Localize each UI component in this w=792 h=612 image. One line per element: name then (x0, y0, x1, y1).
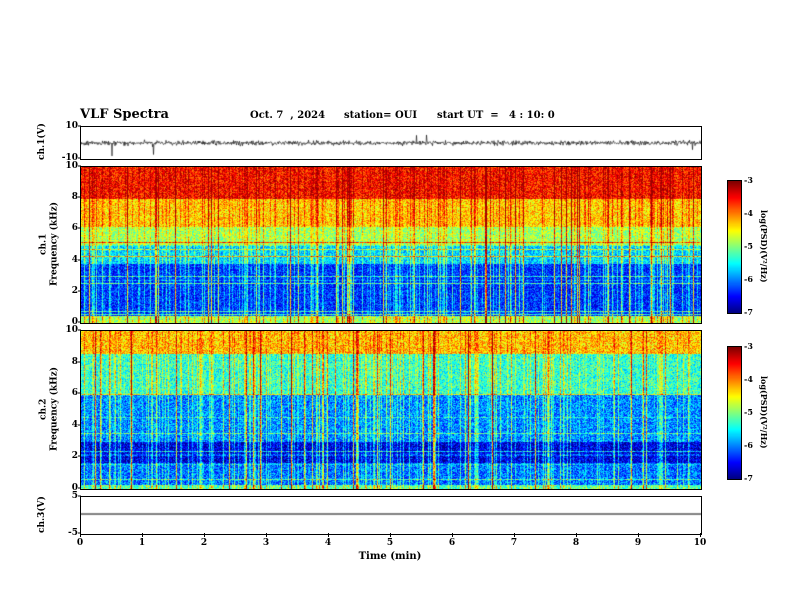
tick-label: -7 (744, 473, 753, 483)
tick-mark (78, 227, 81, 229)
tick-label: 0 (71, 483, 78, 493)
tick-label: -7 (744, 307, 753, 317)
ch1-colorbar (727, 180, 742, 314)
ch3-voltage-axis-label: ch.3(V) (37, 496, 47, 533)
tick-label: 10 (693, 538, 707, 548)
ch3-waveform-y-ticks: 5 -5 (56, 491, 81, 538)
tick-mark (204, 533, 205, 537)
tick-mark (266, 533, 267, 537)
tick-label: -5 (68, 528, 78, 538)
tick-mark (78, 487, 81, 489)
tick-label: 4 (71, 254, 78, 265)
ch1-channel-axis-label: ch.1 (38, 233, 49, 255)
tick-label: 3 (262, 538, 270, 548)
tick-label: 8 (71, 356, 78, 367)
tick-label: 2 (71, 285, 78, 296)
tick-mark (78, 361, 81, 363)
ch2-colorbar-label: log(PSD)(V²/Hz) (759, 375, 769, 449)
figure-station: station= OUI (344, 110, 418, 121)
tick-mark (78, 424, 81, 426)
tick-label: 6 (71, 388, 78, 399)
tick-mark (452, 533, 453, 537)
ch1-colorbar-label: log(PSD)(V²/Hz) (759, 209, 769, 283)
ch2-spectrogram-canvas (80, 330, 702, 490)
tick-mark (78, 125, 81, 127)
tick-mark (700, 533, 701, 537)
tick-mark (638, 533, 639, 537)
ch1-waveform-canvas (80, 126, 702, 160)
ch1-waveform-y-ticks: 10 -10 (56, 121, 81, 163)
ch1-spectrogram-canvas (80, 166, 702, 324)
tick-mark (328, 533, 329, 537)
tick-label: 10 (65, 325, 78, 335)
tick-label: 5 (386, 538, 394, 548)
tick-mark (576, 533, 577, 537)
time-axis-label: Time (min) (358, 551, 422, 562)
tick-label: -3 (744, 341, 753, 351)
figure-date: Oct. 7 , 2024 (250, 110, 326, 121)
tick-label: 10 (65, 161, 78, 171)
tick-label: -5 (744, 241, 753, 251)
tick-label: 10 (65, 121, 78, 131)
figure-start-ut: start UT = 4 : 10: 0 (437, 110, 555, 121)
tick-mark (78, 329, 81, 331)
ch1-spectrogram-y-ticks: 10 8 6 4 2 0 (56, 161, 81, 327)
ch1-voltage-axis-label: ch.1(V) (37, 123, 47, 161)
ch2-colorbar-ticks: -3 -4 -5 -6 -7 (744, 341, 762, 483)
tick-label: -3 (744, 175, 753, 185)
ch3-waveform-canvas (80, 496, 702, 535)
tick-mark (78, 392, 81, 394)
tick-label: -6 (744, 440, 753, 450)
tick-mark (78, 157, 81, 159)
tick-label: 7 (510, 538, 518, 548)
ch2-colorbar (727, 346, 742, 480)
tick-label: -4 (744, 374, 753, 384)
tick-label: 4 (71, 419, 78, 430)
tick-mark (390, 533, 391, 537)
tick-mark (80, 533, 81, 537)
tick-mark (78, 321, 81, 323)
tick-mark (78, 495, 81, 497)
tick-mark (78, 196, 81, 198)
tick-label: -5 (744, 407, 753, 417)
tick-label: 1 (138, 538, 146, 548)
ch2-channel-axis-label: ch.2 (38, 398, 49, 420)
tick-mark (142, 533, 143, 537)
tick-label: 8 (572, 538, 580, 548)
tick-mark (78, 259, 81, 261)
tick-label: 6 (448, 538, 456, 548)
tick-label: 8 (71, 192, 78, 203)
tick-label: 2 (200, 538, 208, 548)
tick-label: -10 (61, 153, 78, 163)
tick-mark (514, 533, 515, 537)
tick-label: 2 (71, 451, 78, 462)
tick-label: -6 (744, 274, 753, 284)
tick-label: 6 (71, 223, 78, 234)
ch2-spectrogram-y-ticks: 10 8 6 4 2 0 (56, 325, 81, 493)
tick-label: 5 (71, 491, 78, 501)
tick-mark (78, 455, 81, 457)
tick-mark (78, 532, 81, 534)
ch1-colorbar-ticks: -3 -4 -5 -6 -7 (744, 175, 762, 317)
tick-label: 9 (634, 538, 642, 548)
tick-mark (78, 290, 81, 292)
figure-title: VLF Spectra (80, 107, 169, 122)
time-axis-ticks: 0 1 2 3 4 5 6 7 8 9 10 (76, 533, 706, 550)
tick-label: 0 (76, 538, 84, 548)
tick-label: -4 (744, 208, 753, 218)
tick-label: 4 (324, 538, 332, 548)
tick-label: 0 (71, 317, 78, 327)
tick-mark (78, 165, 81, 167)
